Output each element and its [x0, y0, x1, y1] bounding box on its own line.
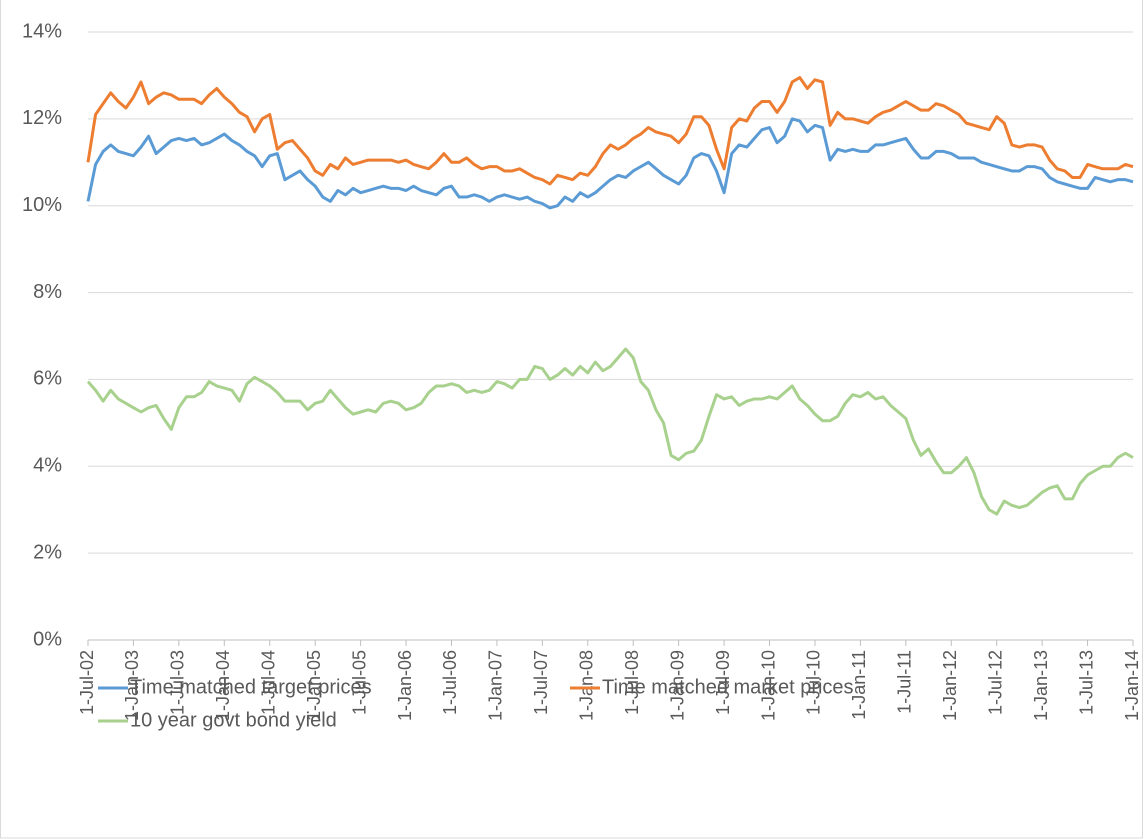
- x-tick-label: 1-Jul-08: [622, 650, 642, 715]
- x-tick-label: 1-Jan-13: [1031, 650, 1051, 721]
- series-line: [86, 347, 1134, 516]
- x-tick-label: 1-Jan-11: [849, 650, 869, 720]
- x-tick-label: 1-Jul-03: [168, 650, 188, 715]
- y-tick-label: 14%: [22, 20, 62, 42]
- x-tick-label: 1-Jan-14: [1122, 650, 1142, 721]
- x-tick-label: 1-Jan-07: [486, 650, 506, 721]
- legend-label: Time matched target prices: [130, 676, 372, 698]
- y-tick-label: 8%: [33, 281, 62, 303]
- legend-label: 10 year govt bond yield: [130, 709, 337, 731]
- x-tick-label: 1-Jul-11: [895, 650, 915, 714]
- x-tick-label: 1-Jan-12: [940, 650, 960, 721]
- x-tick-label: 1-Jan-10: [758, 650, 778, 721]
- x-tick-label: 1-Jan-08: [577, 650, 597, 721]
- x-tick-label: 1-Jan-06: [395, 650, 415, 721]
- x-tick-label: 1-Jan-03: [122, 650, 142, 721]
- x-tick-label: 1-Jan-09: [667, 650, 687, 721]
- x-tick-label: 1-Jul-02: [77, 650, 97, 715]
- y-tick-label: 10%: [22, 194, 62, 216]
- x-tick-label: 1-Jul-05: [349, 650, 369, 715]
- x-tick-label: 1-Jan-04: [213, 650, 233, 721]
- y-tick-label: 6%: [33, 368, 62, 390]
- x-tick-label: 1-Jul-09: [713, 650, 733, 715]
- x-tick-label: 1-Jul-12: [985, 650, 1005, 715]
- legend-label: Time matched market prices: [602, 676, 854, 698]
- series-line: [86, 76, 1134, 186]
- y-tick-label: 12%: [22, 107, 62, 129]
- x-tick-label: 1-Jul-13: [1076, 650, 1096, 715]
- x-tick-label: 1-Jan-05: [304, 650, 324, 721]
- x-tick-label: 1-Jul-07: [531, 650, 551, 715]
- y-tick-label: 2%: [33, 541, 62, 563]
- y-tick-label: 4%: [33, 455, 62, 477]
- x-tick-label: 1-Jul-06: [440, 650, 460, 715]
- series-line: [86, 117, 1134, 210]
- x-tick-label: 1-Jul-10: [804, 650, 824, 715]
- y-tick-label: 0%: [33, 628, 62, 650]
- x-tick-label: 1-Jul-04: [258, 650, 278, 715]
